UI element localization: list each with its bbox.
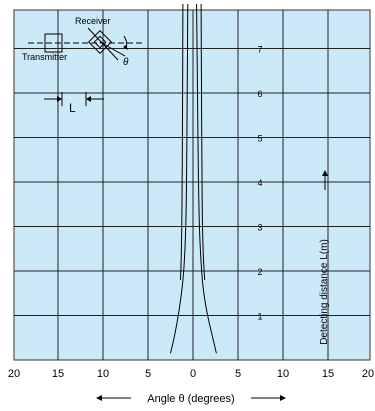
- transmitter-label: Transmitter: [22, 52, 67, 62]
- y-tick-label: 4: [257, 178, 262, 188]
- y-tick-label: 5: [257, 134, 262, 144]
- x-tick-label: 5: [235, 368, 241, 380]
- receiver-diamond: [87, 29, 113, 55]
- curve-2: [179, 3, 184, 280]
- y-axis-label-arrowhead: [322, 170, 328, 176]
- y-tick-label: 2: [257, 267, 262, 277]
- x-axis-label: Angle θ (degrees): [147, 393, 234, 405]
- curve-4: [196, 3, 217, 354]
- dim-arrowhead-left: [57, 96, 62, 102]
- x-tick-label: 5: [145, 368, 151, 380]
- x-tick-label: 10: [277, 368, 289, 380]
- curves: [170, 3, 217, 354]
- distance-label: L: [69, 101, 76, 115]
- x-tick-label: 10: [97, 368, 109, 380]
- dim-arrowhead-right: [86, 96, 91, 102]
- x-tick-label: 20: [362, 368, 374, 380]
- x-tick-label: 0: [190, 368, 196, 380]
- x-axis-label-arrowhead-left: [96, 395, 102, 401]
- x-tick-label: 15: [322, 368, 334, 380]
- y-tick-label: 3: [257, 223, 262, 233]
- y-tick-labels: 1 2 3 4 5 6 7: [257, 45, 262, 322]
- x-tick-label: 20: [8, 368, 20, 380]
- receiver-label: Receiver: [75, 16, 111, 26]
- inset-diagram: Receiver Transmitter θ L: [22, 16, 142, 115]
- theta-label: θ: [123, 57, 129, 68]
- curve-1: [170, 3, 189, 354]
- y-tick-label: 7: [257, 45, 262, 55]
- x-tick-label: 15: [52, 368, 64, 380]
- curve-3: [200, 3, 206, 280]
- x-axis-label-arrowhead-right: [280, 395, 286, 401]
- angle-line: [99, 41, 126, 57]
- grid: [14, 10, 370, 360]
- x-tick-labels: 20 15 10 5 0 5 10 15 20: [8, 368, 374, 380]
- y-axis-label: Detecting distance L(m): [319, 239, 330, 345]
- y-tick-label: 6: [257, 89, 262, 99]
- transmitter-box: [44, 33, 63, 53]
- y-tick-label: 1: [257, 312, 262, 322]
- angle-arrowhead: [123, 45, 128, 50]
- plot-area: [13, 9, 371, 361]
